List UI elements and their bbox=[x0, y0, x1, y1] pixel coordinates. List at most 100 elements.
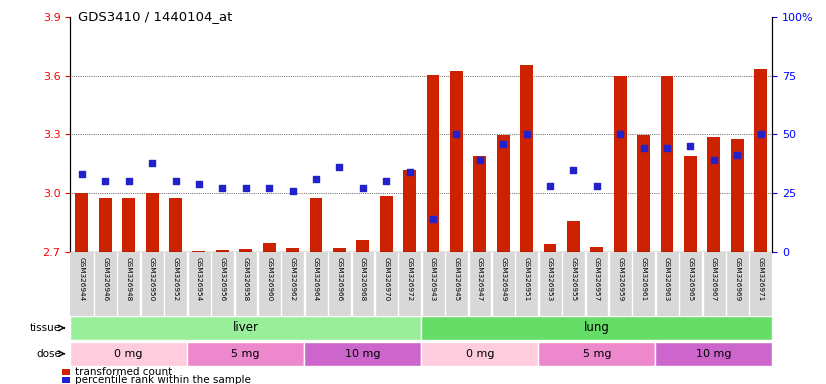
Text: GSM326956: GSM326956 bbox=[220, 257, 225, 301]
Text: GSM326959: GSM326959 bbox=[617, 257, 623, 301]
Bar bbox=[70, 316, 421, 340]
Text: GSM326972: GSM326972 bbox=[406, 257, 412, 301]
Bar bbox=[240, 248, 252, 252]
Bar bbox=[562, 252, 585, 317]
Text: GSM326970: GSM326970 bbox=[383, 257, 389, 301]
Text: GSM326969: GSM326969 bbox=[734, 257, 740, 301]
Bar bbox=[754, 69, 767, 252]
Text: dose: dose bbox=[36, 349, 61, 359]
Bar bbox=[351, 252, 374, 317]
Bar bbox=[421, 316, 772, 340]
Bar bbox=[655, 342, 772, 366]
Text: GSM326953: GSM326953 bbox=[547, 257, 553, 301]
Bar bbox=[707, 137, 720, 252]
Bar bbox=[75, 193, 88, 252]
Point bbox=[754, 131, 767, 137]
Bar bbox=[614, 76, 627, 252]
Bar bbox=[444, 252, 468, 317]
Text: GSM326963: GSM326963 bbox=[664, 257, 670, 301]
Text: transformed count: transformed count bbox=[74, 367, 172, 377]
Bar bbox=[539, 252, 562, 317]
Text: 5 mg: 5 mg bbox=[231, 349, 260, 359]
Text: GDS3410 / 1440104_at: GDS3410 / 1440104_at bbox=[78, 10, 233, 23]
Text: 10 mg: 10 mg bbox=[696, 349, 732, 359]
Bar bbox=[661, 76, 673, 252]
Bar bbox=[258, 252, 281, 317]
Point bbox=[496, 141, 510, 147]
Point bbox=[240, 185, 253, 191]
Text: GSM326945: GSM326945 bbox=[453, 257, 459, 301]
Bar bbox=[70, 342, 188, 366]
Bar bbox=[468, 252, 491, 317]
Bar bbox=[544, 244, 557, 252]
Bar bbox=[70, 252, 93, 317]
Bar bbox=[679, 252, 702, 317]
Bar bbox=[539, 342, 655, 366]
Text: GSM326967: GSM326967 bbox=[711, 257, 717, 301]
Bar bbox=[655, 252, 679, 317]
Bar bbox=[286, 248, 299, 252]
Bar bbox=[403, 170, 416, 252]
Point bbox=[707, 157, 720, 163]
Bar bbox=[491, 252, 515, 317]
Point bbox=[614, 131, 627, 137]
Bar bbox=[192, 250, 206, 252]
Point bbox=[216, 185, 229, 191]
Bar bbox=[374, 252, 398, 317]
Text: GSM326943: GSM326943 bbox=[430, 257, 436, 301]
Bar bbox=[216, 250, 229, 252]
Bar bbox=[140, 252, 164, 317]
Bar bbox=[310, 198, 322, 252]
Bar bbox=[632, 252, 655, 317]
Text: percentile rank within the sample: percentile rank within the sample bbox=[74, 376, 250, 384]
Point bbox=[660, 146, 673, 152]
Text: GSM326968: GSM326968 bbox=[360, 257, 366, 301]
Text: 0 mg: 0 mg bbox=[466, 349, 494, 359]
Text: lung: lung bbox=[584, 321, 610, 334]
Point bbox=[169, 178, 183, 184]
Text: liver: liver bbox=[233, 321, 259, 334]
Text: GSM326965: GSM326965 bbox=[687, 257, 693, 301]
Text: GSM326951: GSM326951 bbox=[524, 257, 529, 301]
Text: GSM326971: GSM326971 bbox=[757, 257, 763, 301]
Bar bbox=[473, 156, 487, 252]
Bar bbox=[496, 136, 510, 252]
Bar bbox=[398, 252, 421, 317]
Point bbox=[591, 183, 604, 189]
Text: GSM326958: GSM326958 bbox=[243, 257, 249, 301]
Text: GSM326964: GSM326964 bbox=[313, 257, 319, 301]
Bar bbox=[421, 342, 539, 366]
Text: 10 mg: 10 mg bbox=[345, 349, 381, 359]
Bar bbox=[122, 198, 135, 252]
Point bbox=[449, 131, 463, 137]
Bar bbox=[585, 252, 609, 317]
Text: GSM326947: GSM326947 bbox=[477, 257, 482, 301]
Text: GSM326950: GSM326950 bbox=[150, 257, 155, 301]
Bar bbox=[211, 252, 234, 317]
Bar bbox=[520, 65, 533, 252]
Point bbox=[380, 178, 393, 184]
Bar bbox=[380, 196, 392, 252]
Bar bbox=[93, 252, 117, 317]
Point bbox=[356, 185, 369, 191]
Point bbox=[637, 146, 650, 152]
Bar bbox=[426, 75, 439, 252]
Point bbox=[192, 180, 206, 187]
Bar bbox=[609, 252, 632, 317]
Point bbox=[730, 152, 743, 159]
Text: GSM326961: GSM326961 bbox=[641, 257, 647, 301]
Bar bbox=[281, 252, 304, 317]
Point bbox=[99, 178, 112, 184]
Bar bbox=[234, 252, 258, 317]
Point bbox=[520, 131, 534, 137]
Text: 0 mg: 0 mg bbox=[115, 349, 143, 359]
Bar bbox=[421, 252, 444, 317]
Bar bbox=[450, 71, 463, 252]
Bar bbox=[188, 252, 211, 317]
Point bbox=[684, 143, 697, 149]
Text: tissue: tissue bbox=[30, 323, 61, 333]
Bar bbox=[356, 240, 369, 252]
Bar bbox=[62, 377, 70, 383]
Text: GSM326949: GSM326949 bbox=[501, 257, 506, 301]
Bar bbox=[304, 252, 328, 317]
